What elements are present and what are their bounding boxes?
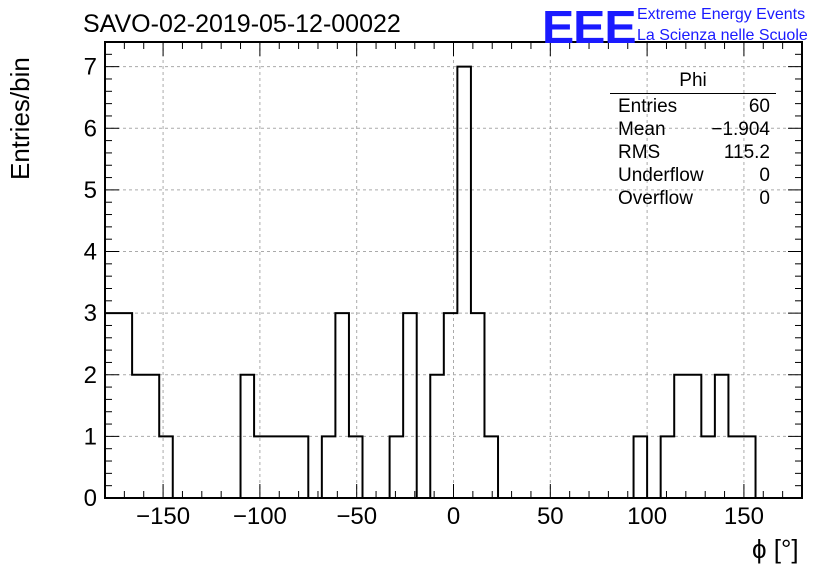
stats-row-entries: Entries 60 (610, 95, 776, 118)
stats-value: 60 (748, 96, 770, 117)
histogram-bin (105, 313, 132, 498)
logo-line-2: La Scienza nelle Scuole (637, 27, 808, 44)
histogram-bin (390, 436, 404, 498)
axis-ticks (104, 41, 803, 499)
stats-label: Underflow (618, 165, 704, 186)
histogram-bin (241, 375, 255, 498)
histogram-bin (701, 436, 715, 498)
histogram-bin (715, 375, 729, 498)
histogram-bars (105, 65, 802, 499)
stats-label: Entries (618, 96, 678, 117)
stats-value: 0 (759, 165, 770, 186)
tick-labels: −150 −100 −50 0 50 100 150 0 1 2 3 4 5 6 7 (84, 54, 764, 530)
logo-caption: Extreme Energy Events La Scienza nelle S… (637, 4, 808, 46)
x-tick-label: −50 (336, 503, 377, 530)
stats-row-overflow: Overflow 0 (610, 187, 776, 210)
histogram-bin (471, 313, 485, 498)
histogram-bin (634, 436, 648, 498)
histogram-bin (322, 436, 336, 498)
histogram-bin (728, 436, 755, 498)
y-axis-label: Entries/bin (5, 57, 35, 180)
y-tick-label: 2 (84, 362, 97, 389)
histogram-bin (254, 436, 308, 498)
y-tick-label: 1 (84, 423, 97, 450)
histogram-bin (457, 67, 471, 498)
stats-label: Mean (618, 119, 666, 140)
stats-value: 0 (759, 188, 770, 209)
x-tick-label: 0 (447, 503, 460, 530)
y-tick-label: 7 (84, 54, 97, 81)
chart-title: SAVO-02-2019-05-12-00022 (83, 10, 401, 38)
y-tick-label: 5 (84, 177, 97, 204)
x-axis-label: ϕ [°] (752, 534, 799, 564)
histogram-bin (484, 436, 498, 498)
x-tick-label: 100 (627, 503, 667, 530)
histogram-bin (335, 313, 349, 498)
x-tick-label: 50 (537, 503, 564, 530)
histogram-bin (444, 313, 458, 498)
stats-label: RMS (618, 142, 661, 163)
stats-value: −1.904 (711, 119, 770, 140)
histogram-bin (159, 436, 173, 498)
histogram-outline (105, 65, 802, 499)
x-tick-label: 150 (724, 503, 764, 530)
stats-label: Overflow (618, 188, 693, 209)
histogram-bin (403, 313, 417, 498)
y-tick-label: 6 (84, 115, 97, 142)
eee-logo: EEE (542, 1, 637, 53)
x-tick-label: −100 (233, 503, 287, 530)
stats-row-underflow: Underflow 0 (610, 164, 776, 187)
stats-title: Phi (610, 70, 776, 94)
logo-line-1: Extreme Energy Events (637, 6, 806, 23)
y-tick-label: 3 (84, 300, 97, 327)
stats-box: Phi Entries 60 Mean −1.904 RMS 115.2 Und… (610, 70, 776, 210)
x-tick-label: −150 (136, 503, 190, 530)
y-tick-label: 0 (84, 485, 97, 512)
y-tick-label: 4 (84, 239, 97, 266)
histogram-bin (349, 436, 363, 498)
stats-value: 115.2 (723, 142, 770, 163)
stats-row-mean: Mean −1.904 (610, 118, 776, 141)
histogram-bin (661, 436, 675, 498)
stats-row-rms: RMS 115.2 (610, 141, 776, 164)
